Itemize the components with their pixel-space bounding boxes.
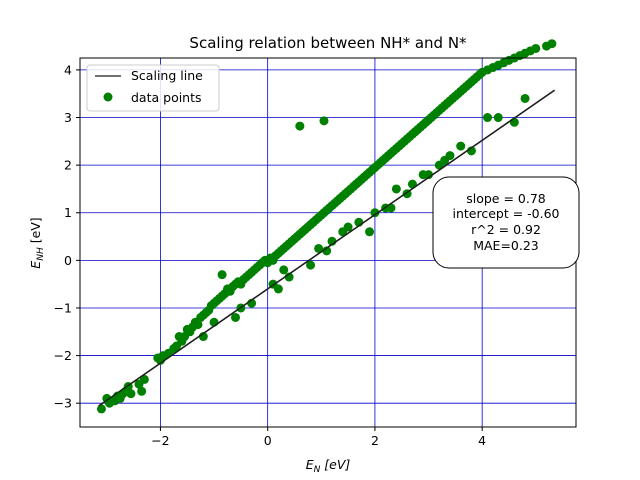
y-axis-label: ENH [eV] <box>28 217 46 268</box>
data-point <box>370 208 380 218</box>
data-point <box>306 260 316 270</box>
data-point <box>456 141 466 151</box>
data-point <box>139 374 149 384</box>
y-tick-label: −1 <box>54 300 72 315</box>
stats-intercept: intercept = -0.60 <box>452 206 559 221</box>
data-point <box>440 155 450 165</box>
data-point <box>231 312 240 322</box>
y-axis-label-unit: [eV] <box>28 217 43 247</box>
data-point <box>365 227 375 237</box>
x-tick-label: 2 <box>371 433 379 448</box>
data-point <box>547 39 557 49</box>
data-point <box>322 246 332 256</box>
y-axis-label-main: E <box>28 261 43 269</box>
x-axis-label-sub: N <box>314 465 321 475</box>
scaling-line-overlay <box>98 89 555 407</box>
x-tick-label: −2 <box>151 433 169 448</box>
data-point <box>338 227 348 237</box>
data-point <box>284 272 294 282</box>
data-point <box>483 113 493 123</box>
data-point <box>295 121 305 131</box>
stats-box-frame <box>432 176 580 269</box>
y-tick-label: 3 <box>64 110 72 125</box>
data-point <box>217 270 227 280</box>
legend-points-label: data points <box>131 90 202 105</box>
data-point <box>155 355 165 365</box>
x-tick-label: 0 <box>264 433 272 448</box>
data-point <box>273 284 283 294</box>
data-point <box>493 113 503 123</box>
stats-slope: slope = 0.78 <box>466 191 546 206</box>
data-points-layer <box>96 39 557 414</box>
stats-mae: MAE=0.23 <box>473 238 539 253</box>
y-tick-label: 1 <box>64 205 72 220</box>
data-point <box>319 116 329 126</box>
x-axis-label-main: E <box>306 457 314 472</box>
stats-annotation: slope = 0.78 intercept = -0.60 r^2 = 0.9… <box>432 176 580 269</box>
data-point <box>126 389 136 399</box>
data-point <box>531 43 541 53</box>
legend-line-label: Scaling line <box>131 68 203 83</box>
y-axis-label-sub: NH <box>36 247 46 261</box>
legend: Scaling line data points <box>86 64 220 112</box>
x-axis-label-unit: [eV] <box>320 457 350 472</box>
x-tick-label: 4 <box>478 433 486 448</box>
data-point <box>96 404 106 414</box>
stats-r-squared: r^2 = 0.92 <box>471 222 541 237</box>
x-axis-label: EN [eV] <box>306 457 351 475</box>
y-tick-label: 0 <box>64 253 72 268</box>
data-point <box>137 386 147 396</box>
legend-point-swatch <box>103 92 113 102</box>
data-point <box>391 184 401 194</box>
data-point <box>386 203 396 213</box>
data-point <box>314 243 324 253</box>
data-point <box>509 117 519 127</box>
y-tick-label: −3 <box>54 396 72 411</box>
data-point <box>279 265 289 275</box>
data-point <box>520 93 530 103</box>
data-point <box>418 170 428 180</box>
chart-title: Scaling relation between NH* and N* <box>189 34 467 52</box>
y-tick-label: 2 <box>64 158 72 173</box>
y-tick-label: −2 <box>54 348 72 363</box>
y-tick-label: 4 <box>64 62 72 77</box>
data-point <box>193 320 203 330</box>
axis-ticks: −2 0 2 4 −3 −2 −1 0 1 2 3 4 <box>54 62 487 448</box>
